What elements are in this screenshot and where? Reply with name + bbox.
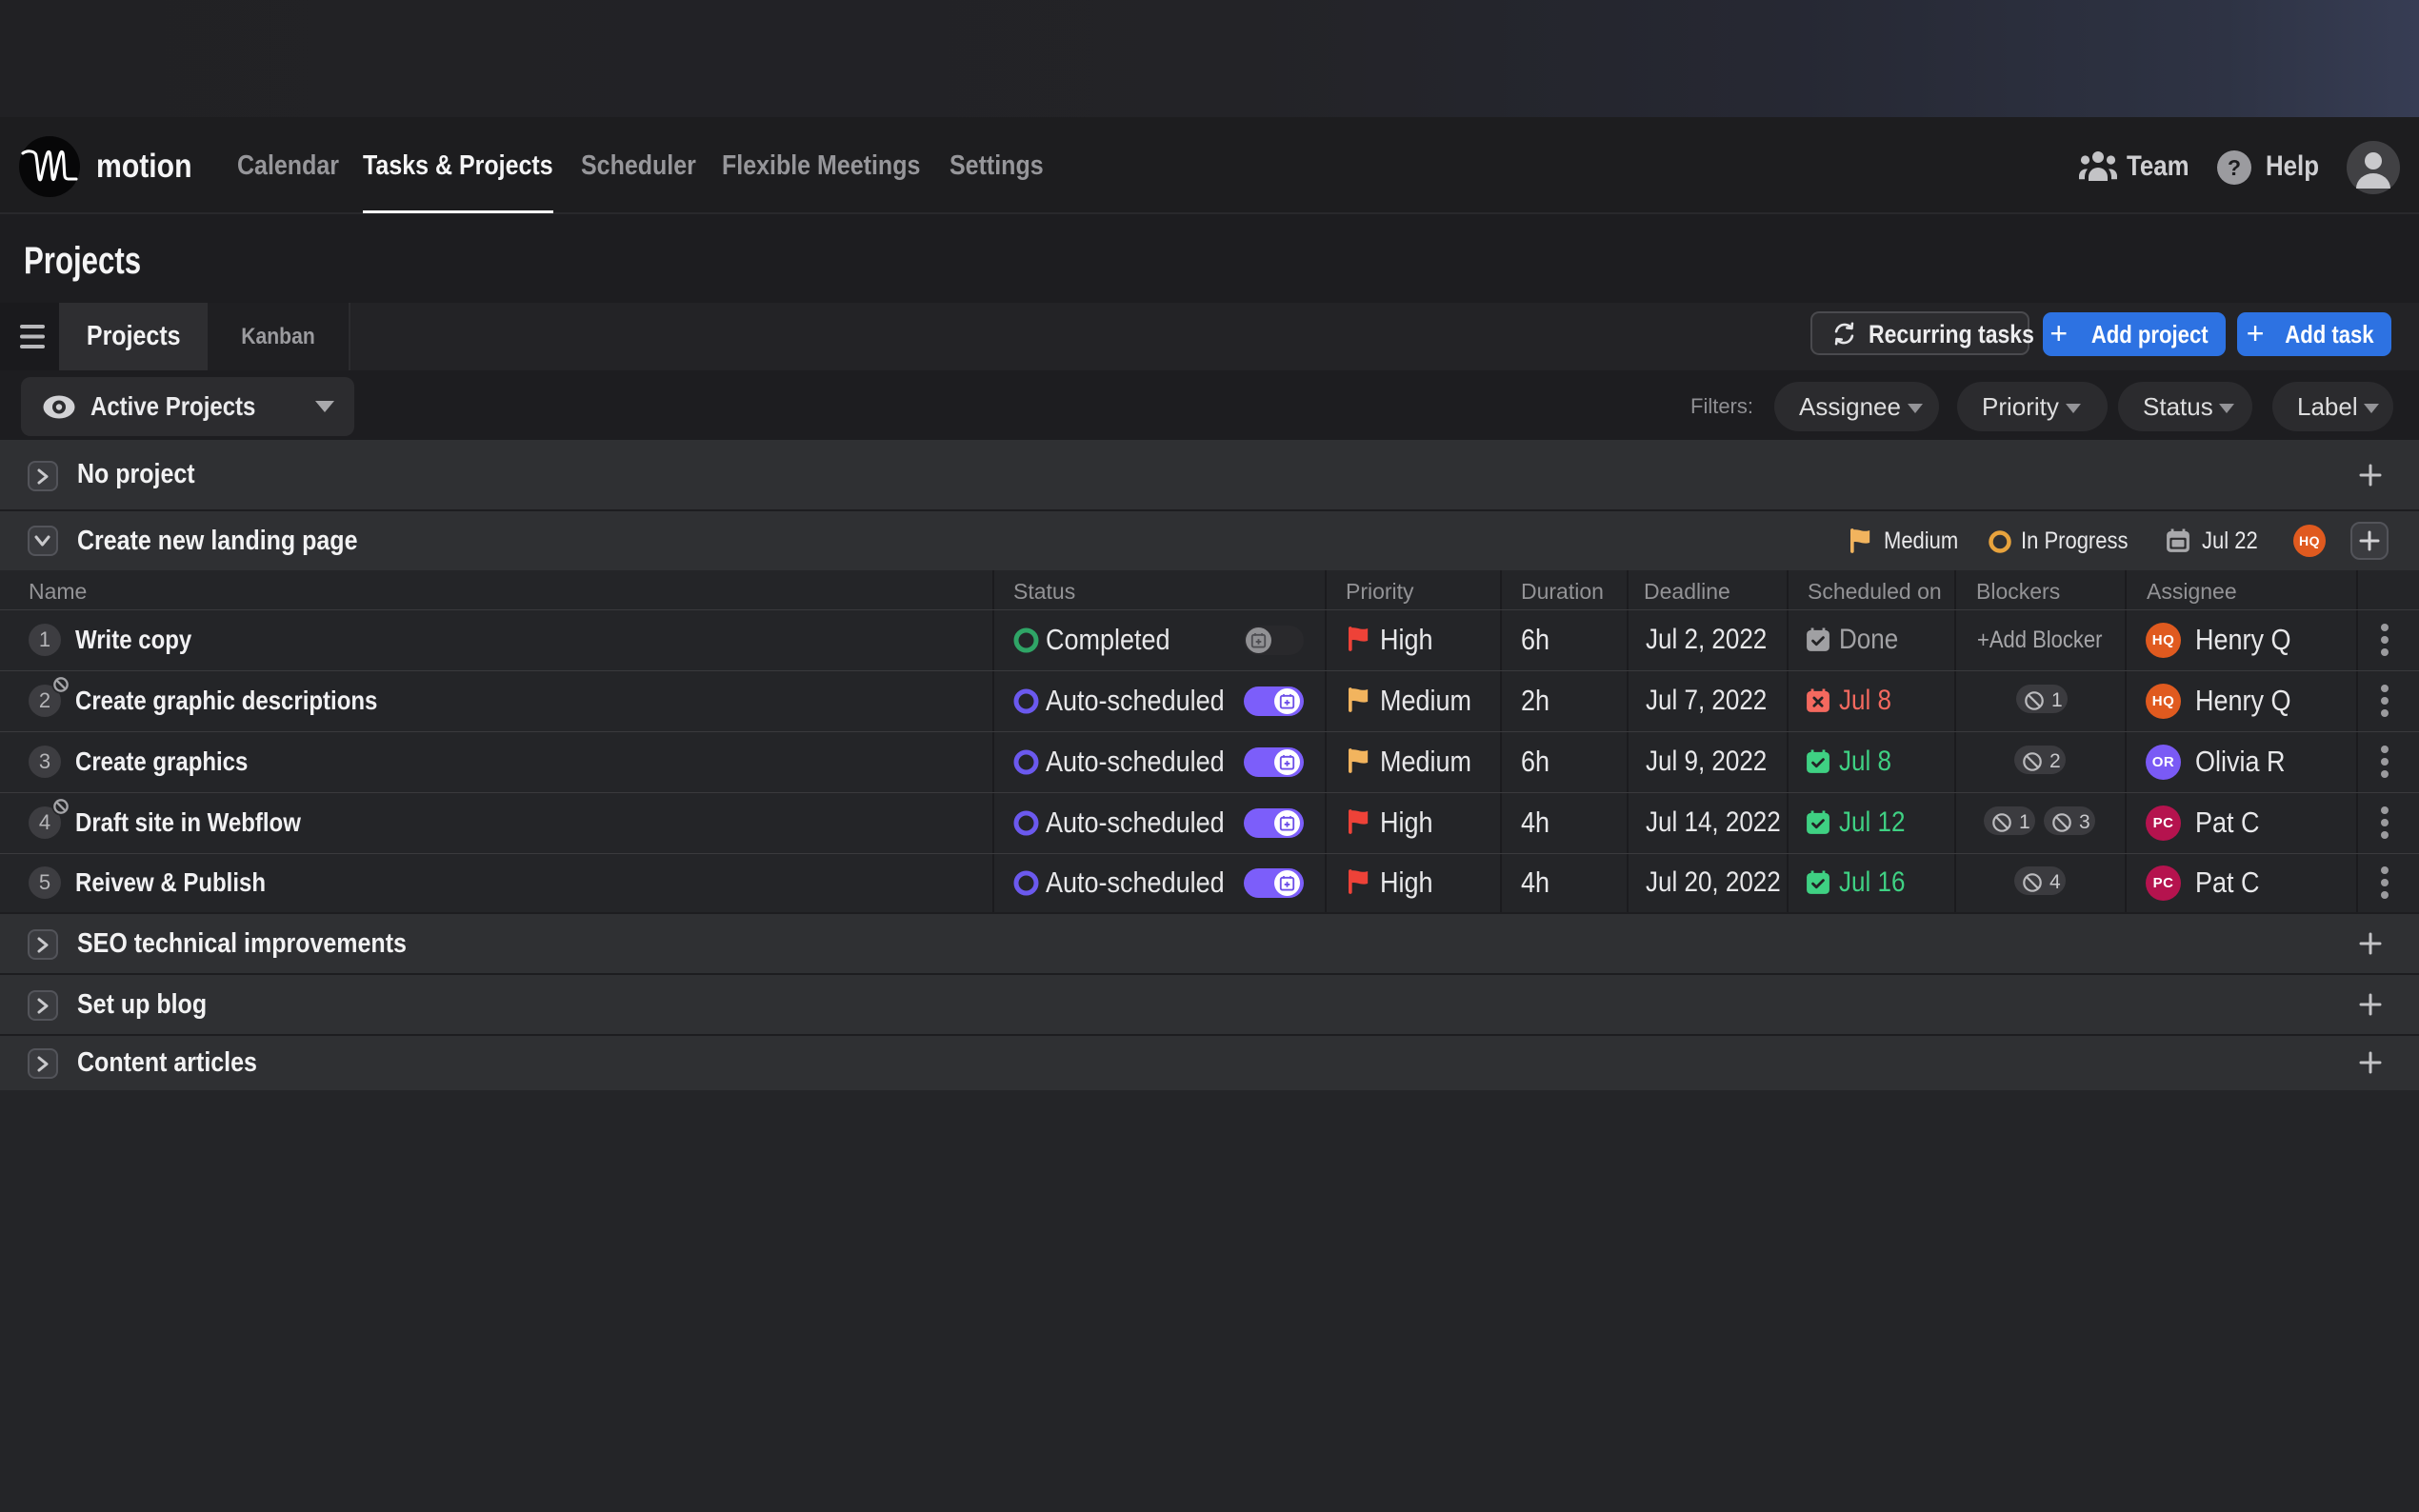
svg-text:?: ? bbox=[2228, 155, 2241, 180]
